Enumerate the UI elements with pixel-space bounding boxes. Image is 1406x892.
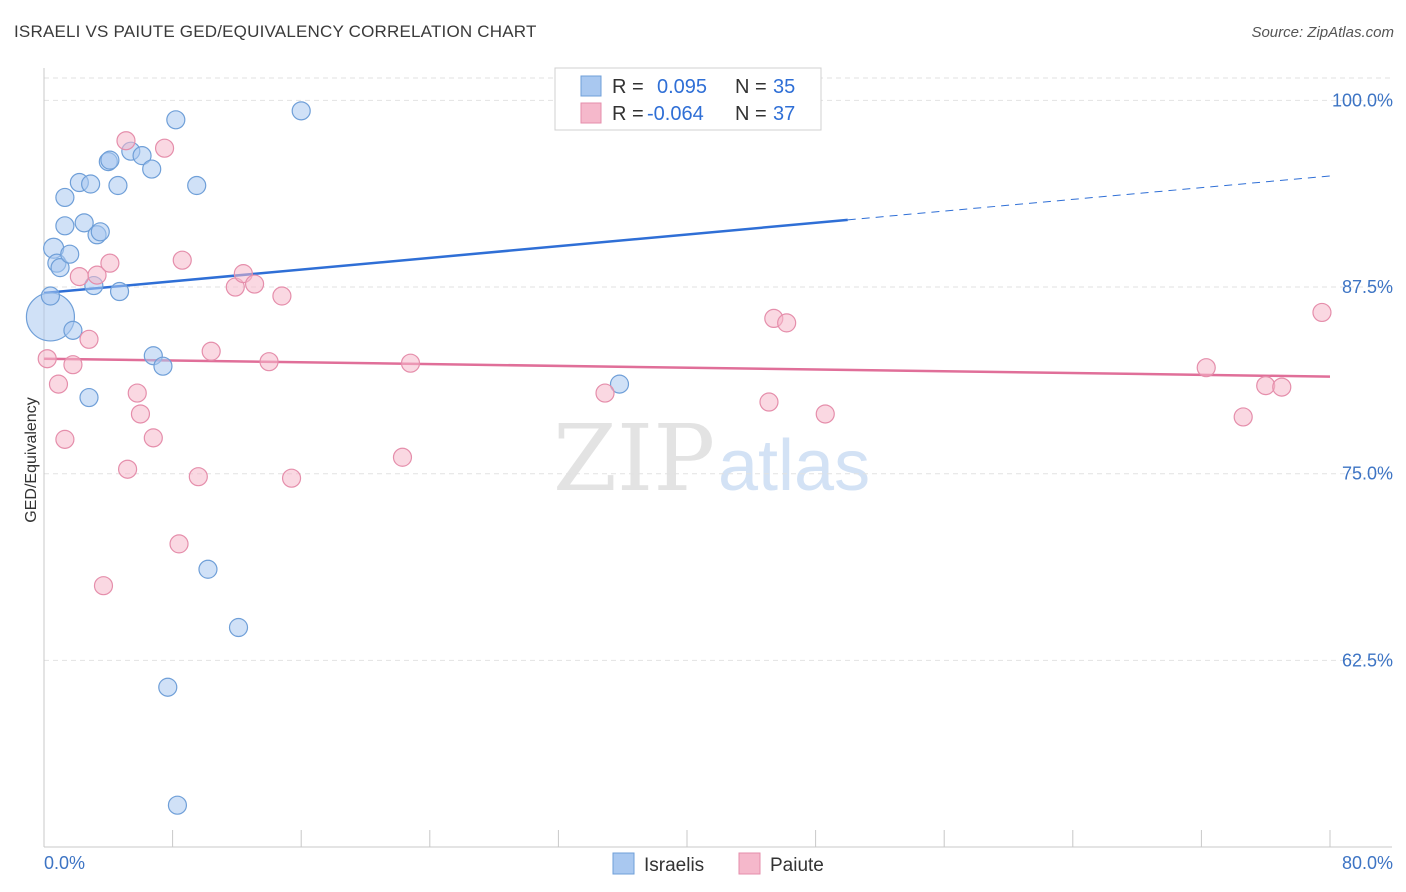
y-tick-label: 100.0% [1332,90,1393,110]
paiute-point [169,534,189,554]
legend-n-label-1: N = [735,76,767,98]
trend-line-paiute [43,357,1331,378]
trend-lines [43,175,1331,378]
paiute-point [154,138,175,158]
chart-title: ISRAELI VS PAIUTE GED/EQUIVALENCY CORREL… [14,22,537,41]
israelis-point [228,617,249,638]
paiute-point [815,404,835,424]
legend-r-value-2: -0.064 [647,103,704,125]
paiute-point [63,355,83,375]
paiute-point [1256,376,1276,396]
israelis-point [187,175,207,196]
paiute-point [188,467,208,487]
y-tick-label: 75.0% [1342,464,1393,484]
paiute-point [1312,302,1332,323]
israelis-point [132,146,152,166]
israelis-point [55,216,75,236]
paiute-point [143,428,163,448]
paiute-point [69,266,89,287]
source-label: Source: ZipAtlas.com [1251,24,1394,41]
y-tick-label: 87.5% [1342,277,1393,297]
axes: 62.5% 75.0% 87.5% 100.0% 0.0% 80.0% [43,68,1393,873]
watermark-zip: ZIP [553,405,715,512]
legend-r-value-1: 0.095 [657,76,707,98]
israelis-point [291,101,311,121]
paiute-point [759,392,779,412]
israelis-point [153,356,173,376]
bottom-legend-swatch-paiute [738,852,761,875]
israelis-point [108,175,128,196]
israelis-point [79,387,99,408]
paiute-point [595,383,615,403]
paiute-point [1272,377,1292,397]
correlation-legend: R = 0.095 N = 35 R = -0.064 N = 37 [554,67,822,131]
paiute-point [172,250,192,270]
paiute-point [48,374,69,394]
paiute-point [55,429,75,449]
israelis-point [40,286,61,306]
paiute-point [1233,407,1253,427]
paiute-point [392,447,413,467]
israelis-point [50,258,70,278]
paiute-point [130,404,151,424]
paiute-point [93,576,114,596]
legend-r-label-2: R = [612,103,644,125]
israelis-point [166,110,186,130]
x-tick-label-max: 80.0% [1342,853,1393,873]
bottom-legend-israelis: Israelis [644,855,704,876]
paiute-point [1196,358,1216,378]
paiute-point [37,349,57,369]
legend-n-value-2: 37 [773,103,795,125]
israelis-point [55,187,75,208]
paiute-point [127,383,147,403]
data-points [25,90,1332,815]
paiute-point [281,468,302,488]
trend-line-israelis [43,218,848,295]
legend-n-label-2: N = [735,103,767,125]
paiute-point [272,286,292,306]
paiute-point [201,341,221,361]
legend-n-value-1: 35 [773,76,795,98]
israelis-point [60,244,80,264]
paiute-point [100,253,120,273]
paiute-point [117,459,138,479]
israelis-point [90,222,110,242]
israelis-point [609,374,630,394]
paiute-point [400,353,421,373]
israelis-point [100,150,120,170]
bottom-legend-paiute: Paiute [770,855,824,876]
paiute-point [244,274,265,294]
israelis-point [142,159,162,179]
israelis-point [198,559,218,579]
y-tick-label: 62.5% [1342,650,1393,670]
x-tick-label-min: 0.0% [44,853,85,873]
y-axis-label: GED/Equivalency [23,397,40,522]
paiute-point [87,265,107,285]
watermark-atlas: atlas [718,426,870,506]
bottom-legend-swatch-israelis [612,852,635,875]
paiute-point [259,352,279,372]
israelis-point [158,677,178,697]
series-legend: Israelis Paiute [612,852,824,876]
legend-swatch-israelis [580,75,602,97]
israelis-point [74,213,94,233]
legend-r-label-1: R = [612,76,644,98]
paiute-point [116,131,136,151]
paiute-point [79,329,99,349]
israelis-point [109,281,130,302]
legend-swatch-paiute [580,102,602,124]
israelis-point [81,174,101,194]
israelis-point [167,795,188,815]
israelis-point [63,320,83,340]
trend-line-extension [847,175,1331,221]
paiute-point [777,313,797,333]
